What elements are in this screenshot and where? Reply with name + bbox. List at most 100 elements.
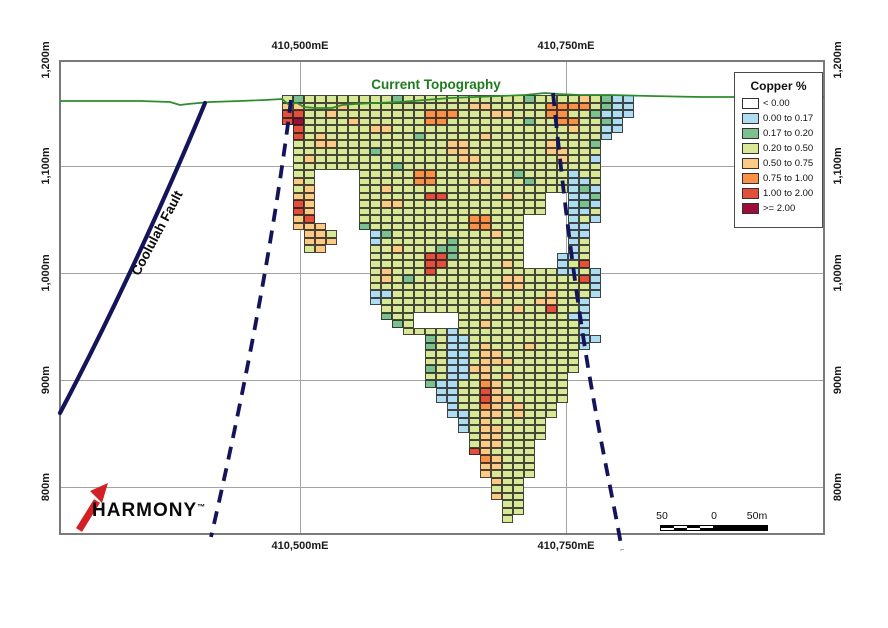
- grade-block: [370, 200, 381, 208]
- grade-block: [502, 462, 513, 470]
- grade-block: [557, 275, 568, 283]
- grade-block: [491, 237, 502, 245]
- grade-block: [568, 342, 579, 350]
- grade-block: [480, 432, 491, 440]
- grade-block: [447, 102, 458, 110]
- grade-block: [535, 335, 546, 343]
- grade-block: [447, 140, 458, 148]
- grade-block: [458, 365, 469, 373]
- grade-block: [359, 125, 370, 133]
- legend-entry: 0.50 to 0.75: [742, 156, 822, 171]
- grade-block: [381, 125, 392, 133]
- grade-block: [480, 117, 491, 125]
- grade-block: [392, 125, 403, 133]
- grade-block: [513, 500, 524, 508]
- grade-block: [370, 155, 381, 163]
- grade-block: [513, 492, 524, 500]
- grade-block: [381, 312, 392, 320]
- grade-block: [425, 350, 436, 358]
- grade-block: [370, 297, 381, 305]
- grade-block: [469, 372, 480, 380]
- grade-block: [425, 215, 436, 223]
- grade-block: [469, 230, 480, 238]
- grade-block: [425, 267, 436, 275]
- harmony-logo-text: HARMONY: [92, 500, 198, 521]
- grade-block: [579, 102, 590, 110]
- grade-block: [326, 132, 337, 140]
- grade-block: [502, 500, 513, 508]
- grade-block: [293, 222, 304, 230]
- grade-block: [392, 297, 403, 305]
- grade-block: [403, 260, 414, 268]
- grade-block: [304, 207, 315, 215]
- grade-block: [326, 237, 337, 245]
- grade-block: [436, 170, 447, 178]
- grade-block: [502, 357, 513, 365]
- grade-block: [557, 380, 568, 388]
- grade-block: [403, 312, 414, 320]
- grade-block: [458, 132, 469, 140]
- grade-block: [557, 365, 568, 373]
- grade-block: [535, 380, 546, 388]
- scale-bar-solid: [714, 525, 768, 531]
- grade-block: [458, 252, 469, 260]
- grade-block: [480, 350, 491, 358]
- grade-block: [425, 140, 436, 148]
- grade-block: [535, 365, 546, 373]
- grade-block: [436, 267, 447, 275]
- grade-block: [414, 275, 425, 283]
- grade-block: [414, 290, 425, 298]
- grade-block: [414, 117, 425, 125]
- grade-block: [524, 155, 535, 163]
- grade-block: [579, 200, 590, 208]
- grade-block: [436, 222, 447, 230]
- grade-block: [458, 402, 469, 410]
- grade-block: [568, 200, 579, 208]
- grade-block: [524, 395, 535, 403]
- grade-block: [502, 260, 513, 268]
- grade-block: [447, 155, 458, 163]
- grade-block: [491, 222, 502, 230]
- grade-block: [491, 162, 502, 170]
- grade-block: [502, 410, 513, 418]
- grade-block: [480, 462, 491, 470]
- grade-block: [392, 132, 403, 140]
- grade-block: [436, 177, 447, 185]
- grade-block: [546, 312, 557, 320]
- grade-block: [348, 155, 359, 163]
- grade-block: [590, 185, 601, 193]
- grade-block: [293, 95, 304, 103]
- legend-entry: < 0.00: [742, 96, 822, 111]
- grade-block: [579, 312, 590, 320]
- grade-block: [480, 402, 491, 410]
- grade-block: [469, 177, 480, 185]
- x-tick-bottom: 410,500mE: [271, 540, 329, 552]
- grade-block: [458, 192, 469, 200]
- grade-block: [513, 312, 524, 320]
- grade-block: [601, 132, 612, 140]
- grade-block: [502, 447, 513, 455]
- grade-block: [425, 245, 436, 253]
- grade-block: [458, 312, 469, 320]
- grade-block: [370, 245, 381, 253]
- grade-block: [502, 297, 513, 305]
- legend-entry: 0.20 to 0.50: [742, 141, 822, 156]
- grade-block: [414, 102, 425, 110]
- grade-block: [513, 395, 524, 403]
- grade-block: [546, 327, 557, 335]
- legend-swatch: [742, 113, 759, 124]
- legend-swatch: [742, 188, 759, 199]
- grade-block: [414, 237, 425, 245]
- grade-block: [513, 207, 524, 215]
- grade-block: [502, 185, 513, 193]
- grade-block: [601, 125, 612, 133]
- grade-block: [480, 425, 491, 433]
- grade-block: [458, 147, 469, 155]
- grade-block: [524, 132, 535, 140]
- grade-block: [579, 110, 590, 118]
- grade-block: [469, 245, 480, 253]
- grade-block: [502, 252, 513, 260]
- grade-block: [425, 95, 436, 103]
- grade-block: [491, 215, 502, 223]
- grade-block: [513, 327, 524, 335]
